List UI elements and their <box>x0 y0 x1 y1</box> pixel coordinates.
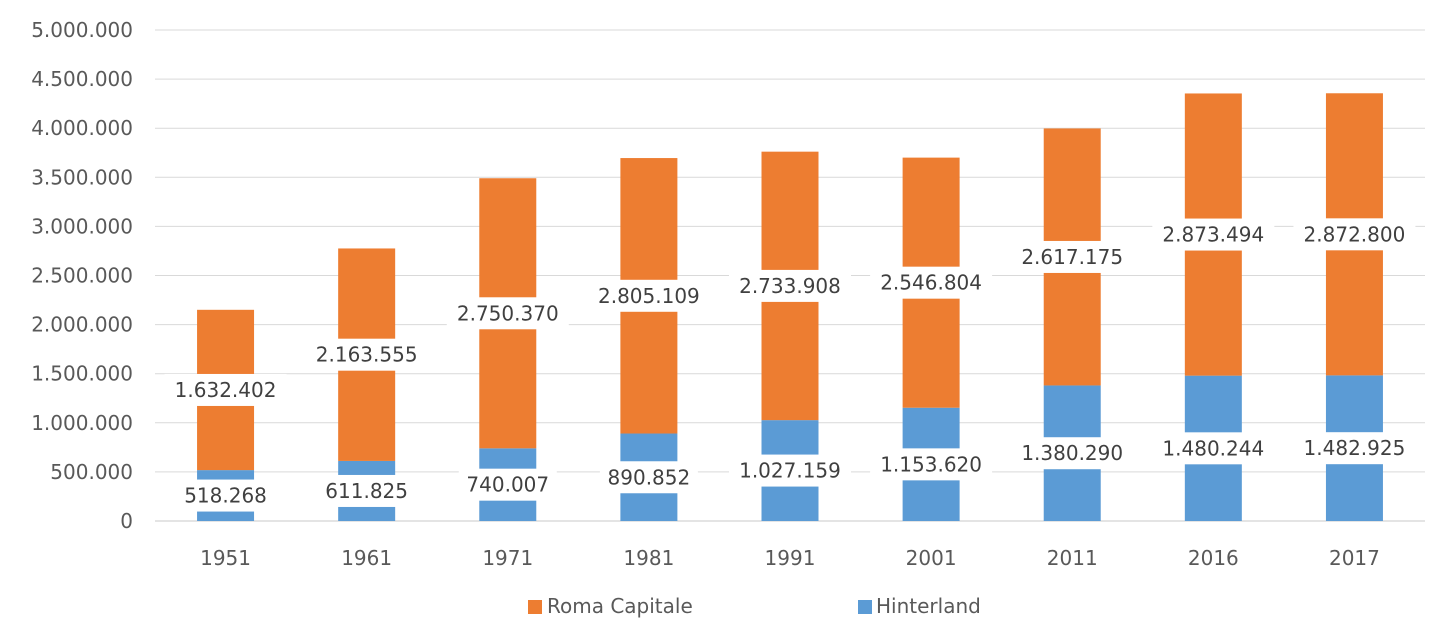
data-label-bg <box>1152 218 1275 251</box>
data-labels: 518.268 1.632.402 611.825 2.163.555 740.007 2… <box>164 218 1416 512</box>
data-label-bg <box>1011 437 1134 470</box>
data-label-roma-capitale-1971: 2.750.370 <box>457 301 559 325</box>
x-axis-category-labels: 1951 1961 1971 1981 1991 2001 2011 2016 2017 <box>200 546 1380 570</box>
data-label-hinterland-2016: 1.480.244 <box>1162 436 1264 460</box>
y-tick-label: 3.500.000 <box>31 165 133 189</box>
x-category-label: 2001 <box>906 546 957 570</box>
y-tick-label: 4.000.000 <box>31 116 133 140</box>
data-label-roma-capitale-2011: 2.617.175 <box>1021 245 1123 269</box>
data-label-bg <box>1293 432 1416 465</box>
data-label-bg <box>599 461 698 494</box>
x-category-label: 1981 <box>623 546 674 570</box>
legend-swatch-hinterland <box>858 600 872 614</box>
y-tick-label: 3.000.000 <box>31 214 133 238</box>
data-label-roma-capitale-1991: 2.733.908 <box>739 274 841 298</box>
data-label-bg <box>458 468 557 501</box>
data-label-hinterland-2001: 1.153.620 <box>880 452 982 476</box>
data-label-bg <box>729 454 851 487</box>
x-category-label: 2016 <box>1188 546 1239 570</box>
y-axis-tick-labels: 0 500.000 1.000.000 1.500.000 2.000.000 2.500… <box>31 18 133 533</box>
x-category-label: 2011 <box>1047 546 1098 570</box>
x-category-label: 1971 <box>482 546 533 570</box>
y-tick-label: 1.500.000 <box>31 362 133 386</box>
data-label-bg <box>870 266 993 299</box>
data-label-bg <box>317 474 416 507</box>
data-label-hinterland-1951: 518.268 <box>184 484 267 508</box>
data-label-roma-capitale-1951: 1.632.402 <box>175 378 277 402</box>
data-label-hinterland-1971: 740.007 <box>466 473 549 497</box>
data-label-bg <box>1011 240 1134 273</box>
data-label-roma-capitale-2001: 2.546.804 <box>880 271 982 295</box>
y-tick-label: 4.500.000 <box>31 67 133 91</box>
legend: Roma Capitale Hinterland <box>528 594 981 618</box>
data-label-bg <box>1152 432 1275 465</box>
x-category-label: 1991 <box>765 546 816 570</box>
legend-label-roma-capitale: Roma Capitale <box>547 594 693 618</box>
legend-swatch-roma-capitale <box>528 600 542 614</box>
data-label-bg <box>870 448 993 481</box>
data-label-bg <box>305 338 428 371</box>
y-tick-label: 5.000.000 <box>31 18 133 42</box>
data-label-bg <box>176 479 275 512</box>
data-label-hinterland-1981: 890.852 <box>608 465 691 489</box>
data-label-hinterland-2011: 1.380.290 <box>1021 441 1123 465</box>
y-tick-label: 500.000 <box>50 460 133 484</box>
y-tick-label: 2.000.000 <box>31 313 133 337</box>
data-label-bg <box>729 269 851 302</box>
data-label-bg <box>587 279 710 312</box>
y-tick-label: 0 <box>120 509 133 533</box>
data-label-hinterland-1991: 1.027.159 <box>739 459 841 483</box>
data-label-roma-capitale-2017: 2.872.800 <box>1304 222 1406 246</box>
data-label-roma-capitale-1961: 2.163.555 <box>316 343 418 367</box>
data-label-hinterland-1961: 611.825 <box>325 479 408 503</box>
data-label-bg <box>164 373 287 406</box>
data-label-bg <box>1293 218 1416 251</box>
data-label-bg <box>446 297 569 330</box>
data-label-roma-capitale-2016: 2.873.494 <box>1162 223 1264 247</box>
x-category-label: 2017 <box>1329 546 1380 570</box>
x-category-label: 1951 <box>200 546 251 570</box>
y-tick-label: 1.000.000 <box>31 411 133 435</box>
legend-label-hinterland: Hinterland <box>876 594 981 618</box>
data-label-hinterland-2017: 1.482.925 <box>1304 436 1406 460</box>
x-category-label: 1961 <box>341 546 392 570</box>
data-label-roma-capitale-1981: 2.805.109 <box>598 284 700 308</box>
y-tick-label: 2.500.000 <box>31 264 133 288</box>
